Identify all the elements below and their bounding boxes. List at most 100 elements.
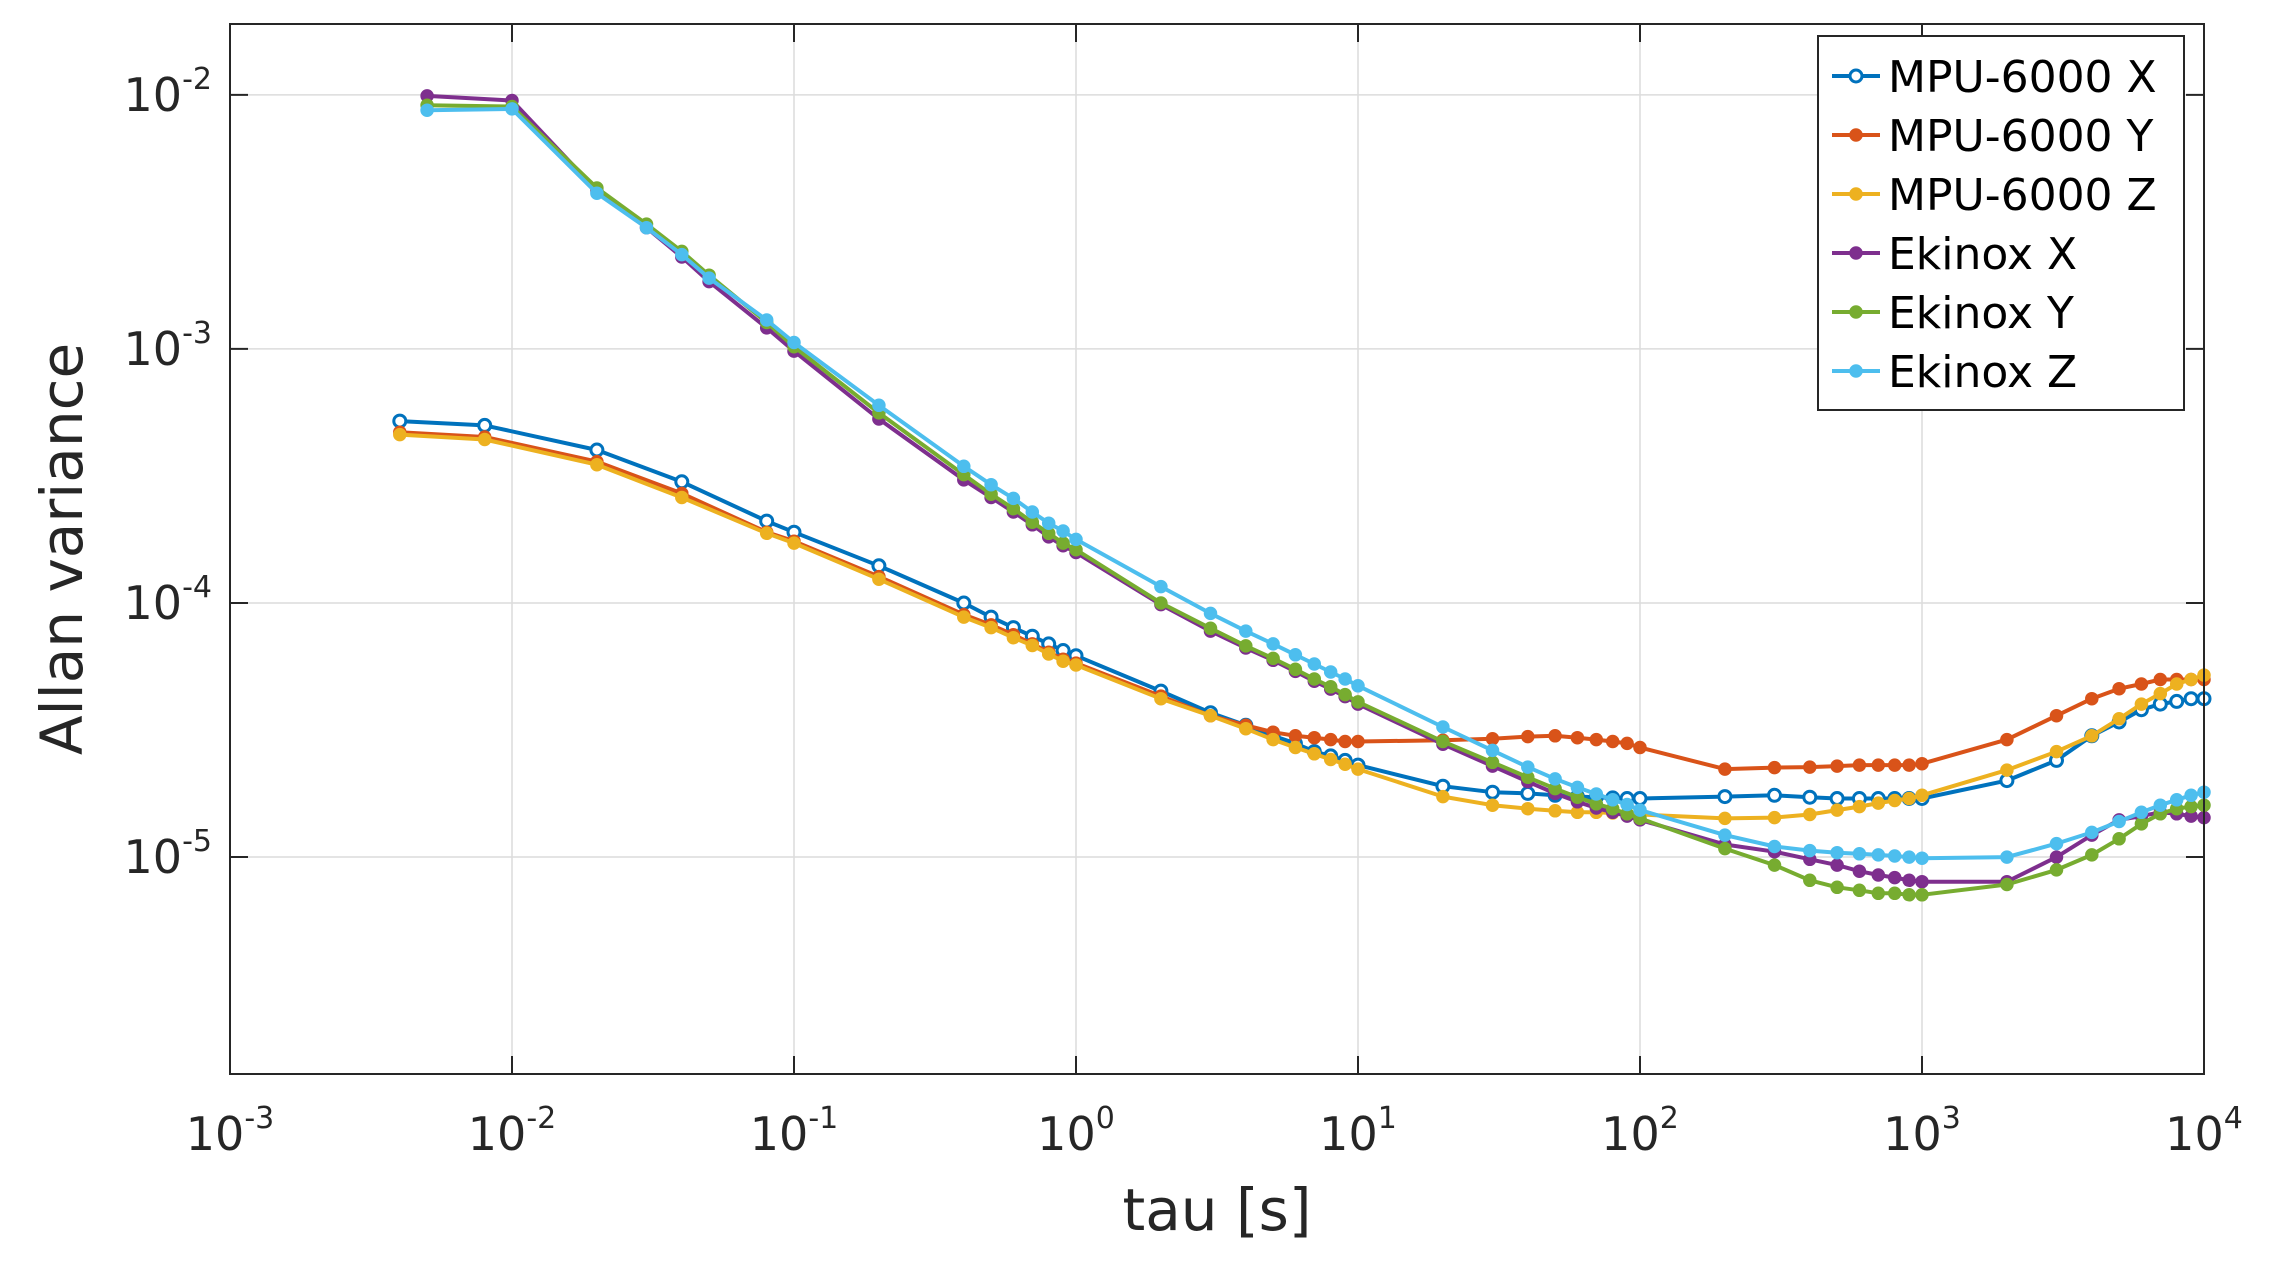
data-point (1718, 762, 1732, 776)
data-point (1239, 639, 1253, 653)
data-point (1288, 740, 1303, 755)
legend-item: MPU-6000 Y (1832, 111, 2154, 162)
legend-item: MPU-6000 Z (1832, 170, 2157, 221)
data-point (1351, 762, 1365, 776)
data-point (1025, 505, 1040, 519)
data-point (1915, 788, 1929, 803)
data-point (1871, 796, 1886, 810)
data-point (2184, 788, 2198, 803)
data-point (1830, 845, 1844, 860)
data-point (1307, 657, 1322, 671)
data-point (1056, 654, 1070, 668)
data-point (1266, 637, 1280, 651)
data-point (1605, 734, 1620, 749)
data-point (1902, 873, 1916, 888)
legend-label: MPU-6000 Z (1888, 170, 2157, 221)
data-point (2085, 729, 2099, 743)
y-axis-title: Allan variance (28, 343, 96, 755)
data-point (956, 595, 972, 611)
data-point (1570, 730, 1585, 745)
data-point (1887, 870, 1902, 885)
data-point (787, 536, 801, 550)
legend-item: Ekinox Y (1832, 288, 2074, 339)
data-point (1485, 798, 1500, 812)
data-point (1718, 841, 1732, 856)
series-ekinox-y (420, 98, 2211, 902)
x-tick-label: 100 (1037, 1101, 1115, 1161)
data-point (1548, 804, 1562, 818)
data-point (1351, 734, 1365, 749)
data-point (1006, 630, 1021, 645)
data-point (1620, 797, 1634, 812)
data-point (2169, 793, 2184, 807)
data-point (1803, 760, 1817, 774)
data-point (1288, 662, 1303, 677)
data-point (420, 103, 434, 117)
data-point (2134, 677, 2149, 691)
data-point (1041, 516, 1056, 530)
data-point (1239, 721, 1253, 736)
data-point (2183, 691, 2199, 707)
data-point (1570, 780, 1585, 795)
y-tick-label: 10-4 (124, 570, 212, 630)
x-tick-label: 10-1 (750, 1101, 838, 1161)
legend-marker (1848, 68, 1864, 84)
data-point (759, 313, 774, 327)
data-point (1902, 888, 1916, 902)
data-point (1830, 759, 1844, 773)
legend-label: MPU-6000 Y (1888, 111, 2154, 162)
data-point (1871, 886, 1886, 901)
data-point (2184, 799, 2198, 814)
data-point (2085, 848, 2099, 862)
series-layer (392, 89, 2212, 902)
data-point (1485, 732, 1500, 746)
plot-frame (229, 23, 2205, 1075)
x-tick-label: 10-3 (186, 1101, 274, 1161)
data-point (2000, 732, 2014, 747)
data-point (2153, 686, 2168, 701)
data-point (2085, 691, 2099, 706)
data-point (1605, 793, 1620, 807)
data-point (1323, 665, 1338, 679)
legend-label: Ekinox Z (1888, 347, 2077, 398)
data-point (1887, 793, 1902, 808)
data-point (1871, 758, 1886, 772)
data-point (1338, 687, 1352, 702)
data-point (1632, 791, 1648, 806)
data-point (590, 457, 604, 472)
data-point (1548, 772, 1562, 786)
data-point (1323, 680, 1338, 694)
data-point (1803, 807, 1817, 822)
data-point (1307, 672, 1322, 686)
data-point (957, 610, 971, 624)
data-point (2049, 744, 2064, 759)
data-point (1485, 743, 1500, 758)
data-point (2049, 850, 2064, 864)
x-axis-title: tau [s] (1123, 1176, 1312, 1244)
data-point (1802, 789, 1818, 805)
legend-item: MPU-6000 X (1832, 52, 2157, 103)
data-point (1521, 801, 1535, 816)
data-point (1154, 691, 1168, 706)
data-point (1718, 811, 1732, 826)
data-point (1589, 787, 1604, 801)
legend-marker (1849, 128, 1863, 142)
data-point (1338, 757, 1352, 771)
data-point (1620, 736, 1634, 751)
data-point (2049, 836, 2064, 851)
legend-label: Ekinox Y (1888, 288, 2074, 339)
data-point (1887, 886, 1902, 901)
data-point (1871, 868, 1886, 882)
data-point (787, 335, 801, 350)
data-point (1902, 791, 1916, 806)
data-point (1203, 606, 1218, 621)
data-point (1915, 874, 1929, 889)
data-point (675, 490, 689, 505)
data-point (1485, 784, 1500, 800)
data-point (1436, 720, 1450, 734)
data-point (2153, 672, 2168, 687)
data-point (1852, 864, 1867, 878)
series-ekinox-z (420, 102, 2211, 865)
data-point (1338, 672, 1352, 686)
data-point (1056, 524, 1070, 538)
